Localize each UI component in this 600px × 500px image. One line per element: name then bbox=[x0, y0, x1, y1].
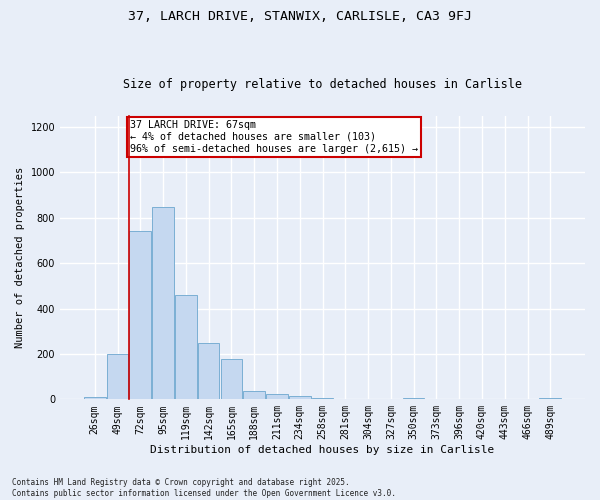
Title: Size of property relative to detached houses in Carlisle: Size of property relative to detached ho… bbox=[123, 78, 522, 91]
Bar bbox=[266, 394, 288, 400]
Bar bbox=[289, 396, 311, 400]
Text: 37 LARCH DRIVE: 67sqm
← 4% of detached houses are smaller (103)
96% of semi-deta: 37 LARCH DRIVE: 67sqm ← 4% of detached h… bbox=[130, 120, 418, 154]
Bar bbox=[130, 232, 151, 400]
Bar bbox=[312, 398, 334, 400]
Y-axis label: Number of detached properties: Number of detached properties bbox=[15, 167, 25, 348]
Bar bbox=[244, 392, 265, 400]
Bar bbox=[539, 398, 561, 400]
Text: 37, LARCH DRIVE, STANWIX, CARLISLE, CA3 9FJ: 37, LARCH DRIVE, STANWIX, CARLISLE, CA3 … bbox=[128, 10, 472, 23]
Bar bbox=[198, 343, 220, 400]
Bar bbox=[221, 359, 242, 400]
Text: Contains HM Land Registry data © Crown copyright and database right 2025.
Contai: Contains HM Land Registry data © Crown c… bbox=[12, 478, 396, 498]
Bar bbox=[403, 398, 424, 400]
Bar bbox=[152, 206, 174, 400]
Bar bbox=[175, 295, 197, 400]
X-axis label: Distribution of detached houses by size in Carlisle: Distribution of detached houses by size … bbox=[151, 445, 494, 455]
Bar bbox=[84, 396, 106, 400]
Bar bbox=[107, 354, 128, 400]
